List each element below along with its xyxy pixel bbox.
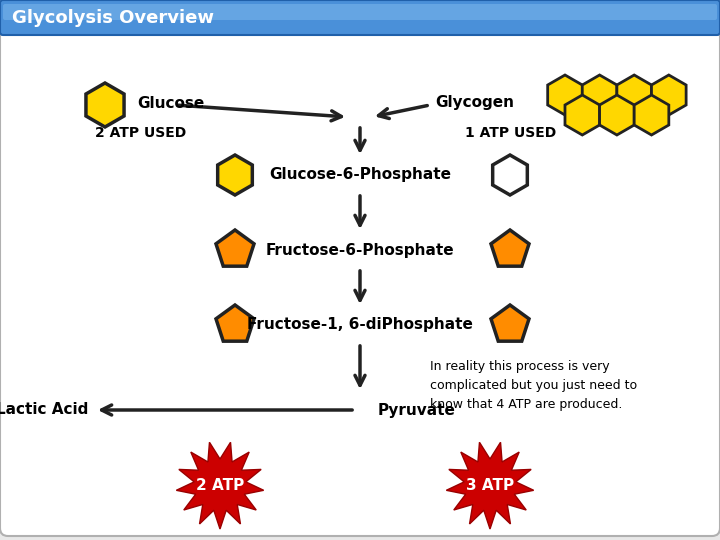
Polygon shape	[491, 305, 529, 341]
Text: Glucose-6-Phosphate: Glucose-6-Phosphate	[269, 167, 451, 183]
Text: Pyruvate: Pyruvate	[378, 402, 456, 417]
Text: 1 ATP USED: 1 ATP USED	[465, 126, 557, 140]
Polygon shape	[548, 75, 582, 115]
Text: Lactic Acid: Lactic Acid	[0, 402, 88, 417]
Text: 2 ATP USED: 2 ATP USED	[95, 126, 186, 140]
FancyBboxPatch shape	[0, 0, 720, 35]
Polygon shape	[600, 95, 634, 135]
Polygon shape	[216, 305, 254, 341]
Polygon shape	[216, 230, 254, 266]
Text: 3 ATP: 3 ATP	[466, 477, 514, 492]
Polygon shape	[446, 442, 534, 529]
Polygon shape	[565, 95, 600, 135]
Polygon shape	[617, 75, 652, 115]
Polygon shape	[217, 155, 252, 195]
Text: In reality this process is very
complicated but you just need to
know that 4 ATP: In reality this process is very complica…	[430, 360, 637, 411]
FancyBboxPatch shape	[0, 28, 720, 536]
Polygon shape	[582, 75, 617, 115]
Text: Fructose-6-Phosphate: Fructose-6-Phosphate	[266, 242, 454, 258]
Text: Glycogen: Glycogen	[435, 96, 514, 111]
Polygon shape	[86, 83, 124, 127]
Polygon shape	[492, 155, 527, 195]
Text: Glycolysis Overview: Glycolysis Overview	[12, 9, 214, 27]
Polygon shape	[652, 75, 686, 115]
Polygon shape	[176, 442, 264, 529]
FancyBboxPatch shape	[3, 4, 717, 20]
Polygon shape	[491, 230, 529, 266]
Text: Glucose: Glucose	[137, 96, 204, 111]
Polygon shape	[634, 95, 669, 135]
Text: 2 ATP: 2 ATP	[196, 477, 244, 492]
Text: Fructose-1, 6-diPhosphate: Fructose-1, 6-diPhosphate	[247, 318, 473, 333]
